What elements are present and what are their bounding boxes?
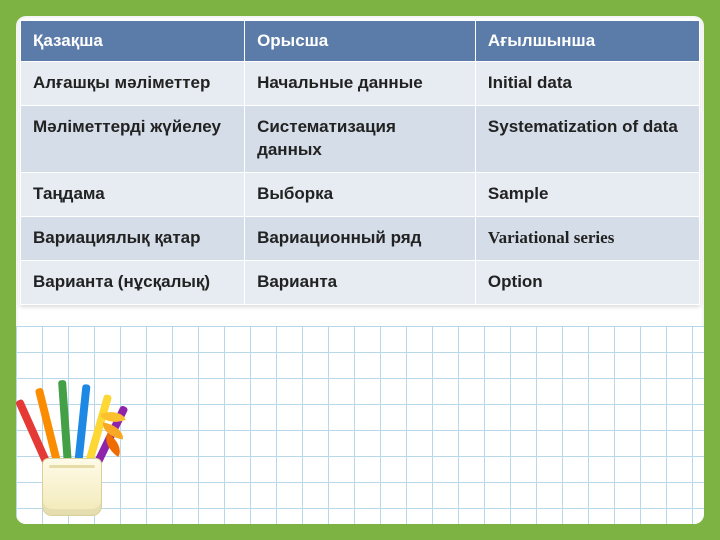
cell-ru: Начальные данные: [245, 62, 476, 106]
cell-en: Variational series: [475, 216, 699, 260]
cell-kk: Мәліметтерді жүйелеу: [21, 105, 245, 172]
slide-frame: Қазақша Орысша Ағылшынша Алғашқы мәлімет…: [0, 0, 720, 540]
table-row: Вариациялық қатар Вариационный ряд Varia…: [21, 216, 700, 260]
table-row: Мәліметтерді жүйелеу Систематизация данн…: [21, 105, 700, 172]
col-header-kazakh: Қазақша: [21, 21, 245, 62]
cell-en: Sample: [475, 172, 699, 216]
cell-en: Systematization of data: [475, 105, 699, 172]
table-row: Варианта (нұсқалық) Варианта Option: [21, 260, 700, 304]
cell-ru: Варианта: [245, 260, 476, 304]
vocabulary-table: Қазақша Орысша Ағылшынша Алғашқы мәлімет…: [20, 20, 700, 305]
cell-en: Option: [475, 260, 699, 304]
cell-ru: Систематизация данных: [245, 105, 476, 172]
cell-kk: Вариациялық қатар: [21, 216, 245, 260]
table-header-row: Қазақша Орысша Ағылшынша: [21, 21, 700, 62]
col-header-english: Ағылшынша: [475, 21, 699, 62]
table-row: Алғашқы мәліметтер Начальные данные Init…: [21, 62, 700, 106]
table-row: Таңдама Выборка Sample: [21, 172, 700, 216]
cell-kk: Таңдама: [21, 172, 245, 216]
pencil-cup-icon: [32, 396, 116, 516]
cell-ru: Вариационный ряд: [245, 216, 476, 260]
cup-icon: [42, 458, 102, 516]
cell-kk: Варианта (нұсқалық): [21, 260, 245, 304]
cell-ru: Выборка: [245, 172, 476, 216]
col-header-russian: Орысша: [245, 21, 476, 62]
slide-canvas: Қазақша Орысша Ағылшынша Алғашқы мәлімет…: [16, 16, 704, 524]
cell-kk: Алғашқы мәліметтер: [21, 62, 245, 106]
cell-en: Initial data: [475, 62, 699, 106]
